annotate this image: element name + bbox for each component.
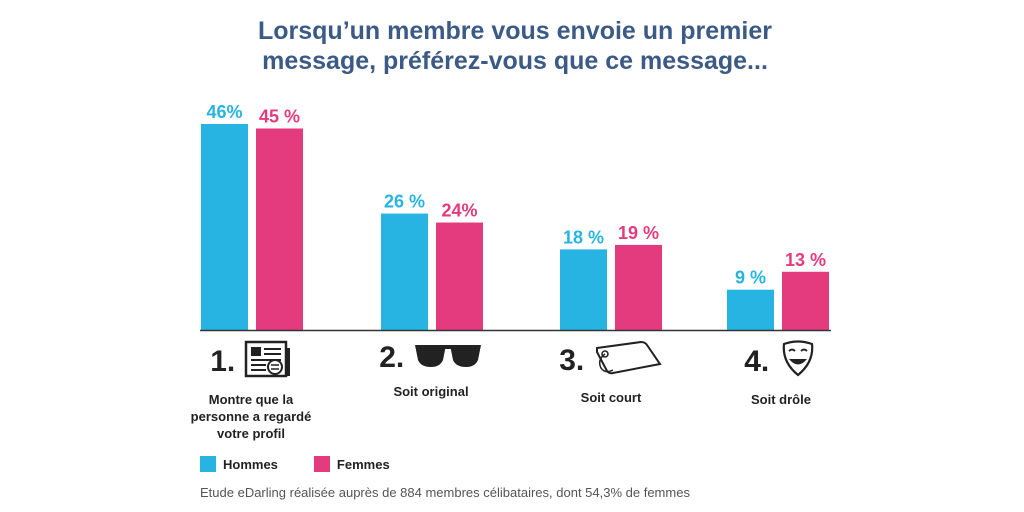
chart-title-line-2: message, préférez-vous que ce message... (262, 47, 768, 75)
bar-femmes-4 (782, 271, 829, 330)
data-label-hommes-2: 26 % (384, 192, 425, 212)
bar-hommes-1 (201, 124, 248, 330)
data-label-hommes-3: 18 % (563, 227, 604, 247)
legend-label-femmes: Femmes (336, 456, 390, 472)
chart-title-line-1: Lorsqu’un membre vous envoie un premier (257, 17, 772, 45)
category-4-label: Soit drôle (696, 391, 866, 408)
data-label-femmes-4: 13 % (785, 250, 826, 270)
legend-item-hommes: Hommes (200, 456, 278, 472)
source-note: Etude eDarling réalisée auprès de 884 me… (200, 485, 690, 500)
category-2-label-line-1: Soit original (393, 384, 469, 399)
category-3-label-line-1: Soit court (580, 390, 642, 405)
bar-femmes-3 (615, 244, 662, 330)
data-label-femmes-2: 24% (441, 201, 477, 221)
data-label-femmes-3: 19 % (618, 223, 659, 243)
category-1-label: Montre que la personne a regardé votre p… (166, 391, 336, 442)
data-label-hommes-4: 9 % (735, 268, 766, 288)
chart-title: Lorsqu’un membre vous envoie un premier … (200, 16, 830, 76)
category-3: 3. Soit court (526, 340, 696, 406)
category-1-number: 1. (210, 344, 236, 378)
category-2-number: 2. (379, 340, 405, 374)
bar-femmes-2 (436, 222, 483, 330)
legend-item-femmes: Femmes (313, 456, 390, 472)
legend: Hommes Femmes (200, 456, 390, 472)
category-2-label: Soit original (346, 383, 516, 400)
category-1: 1. Montre que la personne a regardé votr… (166, 340, 336, 442)
legend-label-hommes: Hommes (223, 456, 278, 472)
data-label-femmes-1: 45 % (259, 106, 300, 126)
price-tag-icon (593, 340, 663, 381)
category-1-label-line-1: Montre que la (208, 392, 294, 407)
category-4: 4. Soit drôle (696, 340, 866, 408)
category-3-number: 3. (559, 343, 585, 377)
profile-document-icon (244, 340, 292, 383)
theater-mask-icon (778, 340, 818, 383)
legend-swatch-femmes (313, 456, 330, 472)
category-1-label-line-2: personne a regardé (190, 409, 312, 424)
category-4-number: 4. (744, 344, 770, 378)
bar-hommes-2 (381, 213, 428, 330)
bar-hommes-4 (727, 289, 774, 330)
bar-chart: 46% 26 % 18 % 9 % 45 % 24% 19 % 13 % (200, 102, 831, 332)
category-4-label-line-1: Soit drôle (751, 392, 811, 407)
category-1-label-line-3: votre profil (217, 426, 285, 441)
category-3-label: Soit court (526, 389, 696, 406)
category-2: 2. Soit original (346, 340, 516, 400)
bar-hommes-3 (560, 249, 607, 330)
sunglasses-icon (413, 340, 483, 375)
data-label-hommes-1: 46% (206, 102, 242, 122)
legend-swatch-hommes (200, 456, 216, 472)
bar-femmes-1 (256, 128, 303, 330)
